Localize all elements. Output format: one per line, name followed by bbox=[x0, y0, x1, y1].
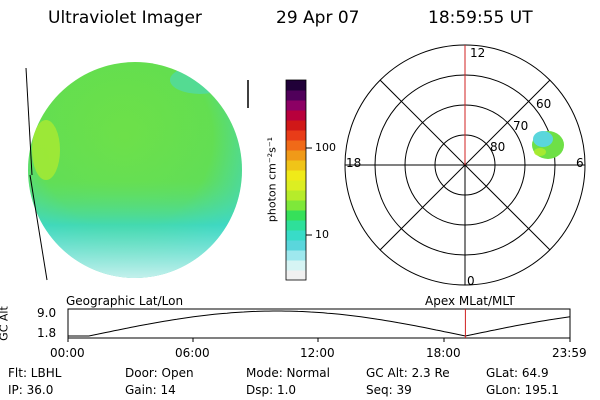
timeline-right-label: Apex MLat/MLT bbox=[425, 294, 515, 308]
colorbar-segment bbox=[286, 270, 306, 281]
polar-label-0: 0 bbox=[467, 274, 475, 288]
colorbar-segment bbox=[286, 210, 306, 221]
colorbar-label-100: 100 bbox=[315, 141, 336, 154]
uv-disk-image bbox=[28, 62, 242, 278]
colorbar-frame bbox=[285, 79, 307, 281]
filter-info: Flt: LBHL bbox=[8, 366, 62, 380]
colorbar-segment bbox=[286, 150, 306, 161]
gc-alt-info: GC Alt: 2.3 Re bbox=[366, 366, 450, 380]
glat-info: GLat: 64.9 bbox=[486, 366, 549, 380]
timeline-ticks bbox=[67, 338, 571, 342]
colorbar-segment bbox=[286, 190, 306, 201]
imager-title: Ultraviolet Imager bbox=[48, 8, 202, 28]
gc-alt-tick-high: 9.0 bbox=[37, 306, 57, 320]
colorbar-unit-label: photon cm⁻²s⁻¹ bbox=[265, 136, 279, 223]
terminator-line-upper bbox=[25, 67, 33, 176]
door-info: Door: Open bbox=[125, 366, 194, 380]
colorbar-segment bbox=[286, 140, 306, 151]
colorbar-segment bbox=[286, 120, 306, 131]
time-tick-2359: 23:59 bbox=[552, 346, 587, 360]
colorbar bbox=[286, 80, 306, 281]
polar-label-60: 60 bbox=[536, 97, 552, 111]
timeline-frame bbox=[67, 308, 571, 339]
colorbar-segment bbox=[286, 180, 306, 191]
mode-info: Mode: Normal bbox=[246, 366, 330, 380]
altitude-curve bbox=[68, 310, 571, 337]
colorbar-segment bbox=[286, 130, 306, 141]
polar-label-80: 80 bbox=[490, 140, 506, 154]
seq-info: Seq: 39 bbox=[366, 383, 412, 397]
date-label: 29 Apr 07 bbox=[276, 8, 360, 28]
colorbar-segment bbox=[286, 260, 306, 271]
colorbar-label-10: 10 bbox=[315, 228, 329, 241]
time-tick-0600: 06:00 bbox=[175, 346, 210, 360]
ip-info: IP: 36.0 bbox=[8, 383, 54, 397]
colorbar-segment bbox=[286, 160, 306, 171]
colorbar-segment bbox=[286, 170, 306, 181]
polar-label-18: 18 bbox=[346, 156, 362, 170]
gain-info: Gain: 14 bbox=[125, 383, 176, 397]
gc-alt-tick-low: 1.8 bbox=[37, 326, 57, 340]
time-tick-1200: 12:00 bbox=[300, 346, 335, 360]
glon-info: GLon: 195.1 bbox=[486, 383, 559, 397]
time-label: 18:59:55 UT bbox=[428, 8, 533, 28]
gc-alt-axis-label: GC Alt bbox=[0, 306, 11, 341]
colorbar-segment bbox=[286, 110, 306, 121]
polar-label-12: 12 bbox=[470, 46, 486, 60]
colorbar-segment bbox=[286, 90, 306, 101]
terminator-line-lower bbox=[29, 174, 48, 281]
colorbar-segment bbox=[286, 80, 306, 91]
colorbar-segment bbox=[286, 230, 306, 241]
auroral-patch bbox=[532, 131, 564, 159]
colorbar-segment bbox=[286, 100, 306, 111]
time-tick-1800: 18:00 bbox=[426, 346, 461, 360]
colorbar-segment bbox=[286, 250, 306, 261]
time-tick-0000: 00:00 bbox=[50, 346, 85, 360]
colorbar-segment bbox=[286, 200, 306, 211]
polar-label-70: 70 bbox=[513, 119, 529, 133]
polar-label-6: 6 bbox=[576, 156, 584, 170]
dsp-info: Dsp: 1.0 bbox=[246, 383, 297, 397]
colorbar-segment bbox=[286, 240, 306, 251]
colorbar-segment bbox=[286, 220, 306, 231]
timeline-left-label: Geographic Lat/Lon bbox=[66, 294, 184, 308]
